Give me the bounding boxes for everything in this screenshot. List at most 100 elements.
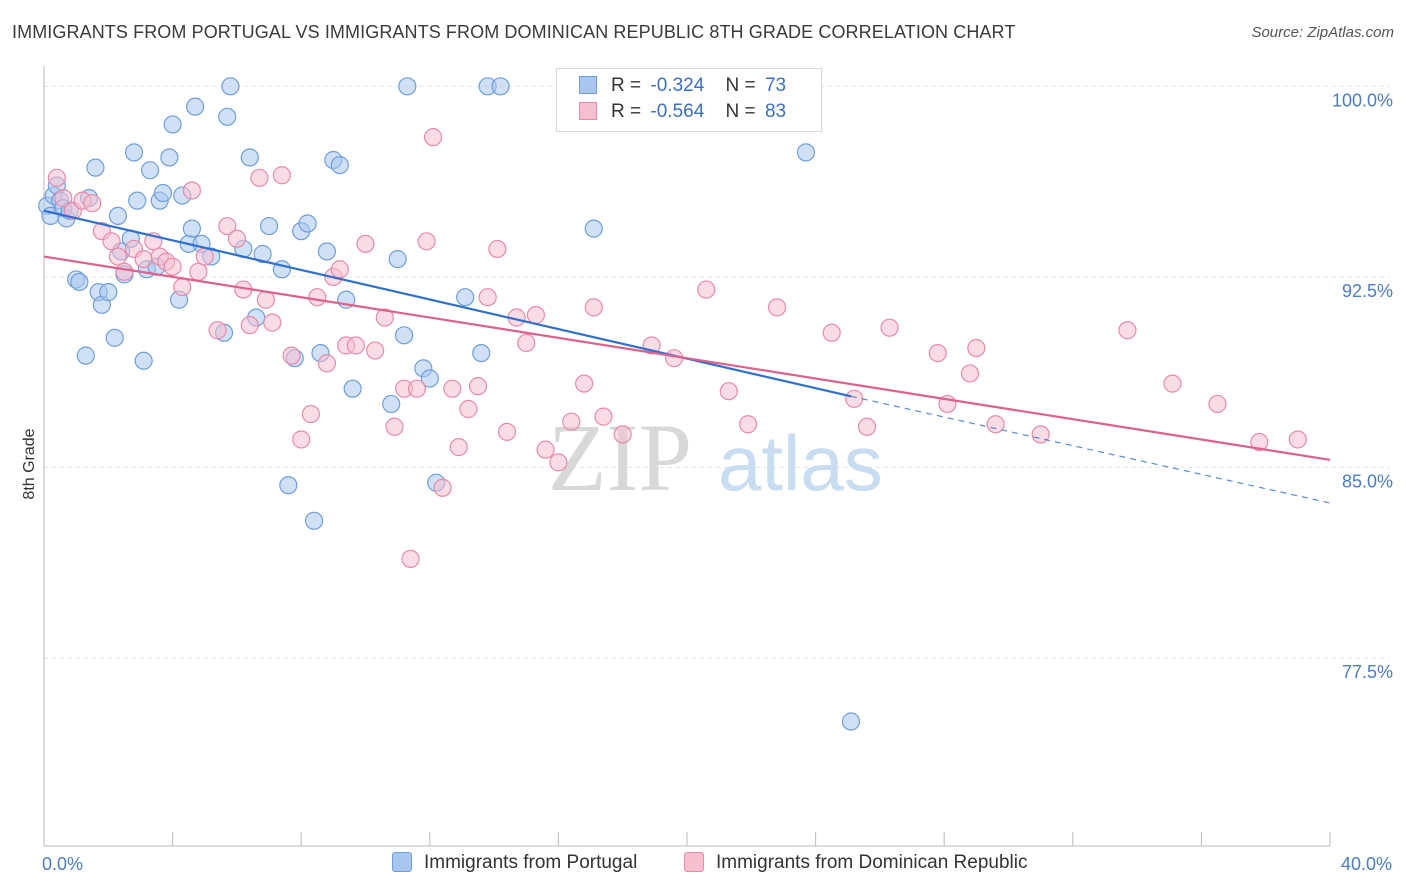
legend-swatch-blue — [579, 76, 597, 94]
point-portugal — [388, 249, 407, 269]
point-portugal — [86, 158, 105, 177]
point-dominican — [401, 549, 420, 568]
point-portugal — [394, 326, 414, 345]
point-dominican — [928, 344, 947, 363]
point-dominican — [385, 417, 404, 436]
point-portugal — [420, 369, 439, 388]
x-tick-label-min: 0.0% — [42, 854, 83, 874]
legend-item-dominican: Immigrants from Dominican Republic — [684, 852, 1028, 874]
point-dominican — [584, 298, 603, 317]
point-portugal — [134, 351, 153, 370]
y-tick-labels: 100.0% 92.5% 85.0% 77.5% — [1332, 90, 1393, 682]
point-portugal — [105, 328, 124, 347]
point-dominican — [536, 440, 555, 459]
legend-row-dominican: R = -0.564 N = 83 — [579, 101, 786, 127]
point-portugal — [99, 283, 118, 302]
point-dominican — [346, 336, 365, 355]
point-dominican — [517, 333, 536, 353]
trend-line-portugal — [43, 209, 852, 398]
point-portugal — [304, 511, 324, 530]
point-dominican — [1163, 374, 1182, 393]
point-dominican — [526, 305, 545, 325]
point-dominican — [108, 247, 128, 266]
point-dominican — [218, 216, 237, 236]
point-dominican — [1031, 425, 1050, 444]
point-dominican — [1250, 432, 1269, 452]
point-portugal — [128, 191, 147, 210]
point-dominican — [433, 478, 452, 497]
legend-n-label: N = — [725, 101, 756, 122]
y-tick-label: 77.5% — [1342, 662, 1393, 682]
point-dominican — [330, 260, 349, 279]
point-portugal — [240, 148, 259, 167]
point-dominican — [1288, 430, 1307, 449]
point-dominican — [449, 438, 468, 457]
legend-n-value: 73 — [764, 75, 787, 96]
point-dominican — [562, 412, 581, 431]
stats-legend: R = -0.324 N = 73 R = -0.564 N = 83 — [556, 68, 822, 132]
point-portugal — [472, 344, 491, 363]
point-dominican — [459, 399, 478, 419]
point-dominican — [250, 168, 269, 187]
point-portugal — [343, 379, 362, 398]
point-dominican — [697, 280, 716, 299]
point-dominican — [163, 257, 182, 276]
point-portugal — [153, 183, 173, 203]
point-portugal — [584, 219, 603, 238]
legend-r-value: -0.564 — [650, 101, 705, 122]
point-dominican — [1118, 321, 1137, 340]
point-dominican — [845, 389, 864, 408]
point-portugal — [398, 77, 417, 96]
point-portugal — [70, 272, 89, 292]
gridlines — [44, 85, 1390, 659]
point-portugal — [221, 77, 240, 96]
watermark: ZIP atlas — [548, 404, 883, 511]
point-dominican — [613, 425, 632, 444]
point-dominican — [880, 318, 899, 337]
point-portugal — [182, 219, 201, 238]
point-dominican — [594, 407, 613, 426]
point-dominican — [227, 229, 246, 248]
trend-line-portugal-extension — [850, 395, 1331, 504]
point-dominican — [272, 166, 292, 185]
point-dominican — [54, 189, 73, 208]
point-dominican — [301, 404, 320, 424]
point-portugal — [491, 77, 510, 96]
point-portugal — [76, 346, 95, 365]
point-portugal — [218, 107, 237, 126]
point-portugal — [253, 244, 272, 264]
point-dominican — [549, 453, 568, 472]
watermark-atlas: atlas — [718, 419, 883, 507]
point-dominican — [308, 288, 327, 307]
y-axis-title: 8th Grade — [21, 428, 38, 499]
point-dominican — [282, 346, 301, 365]
point-dominican — [375, 308, 394, 327]
point-dominican — [256, 290, 275, 309]
point-dominican — [738, 415, 758, 434]
point-dominican — [478, 288, 497, 307]
series-portugal-points — [38, 77, 861, 731]
point-dominican — [1208, 394, 1227, 414]
legend-r-label: R = — [611, 75, 642, 96]
point-dominican — [468, 377, 488, 396]
point-dominican — [115, 262, 134, 281]
point-portugal — [796, 143, 816, 162]
point-dominican — [822, 323, 841, 342]
point-portugal — [382, 394, 401, 414]
point-portugal — [160, 148, 179, 167]
point-dominican — [356, 234, 375, 253]
point-dominican — [189, 262, 208, 281]
legend-n-label: N = — [725, 75, 756, 96]
point-portugal — [841, 712, 861, 731]
point-portugal — [186, 97, 205, 116]
point-dominican — [857, 417, 877, 436]
point-portugal — [259, 216, 279, 236]
point-dominican — [263, 313, 282, 332]
point-dominican — [292, 430, 311, 449]
point-portugal — [163, 115, 182, 134]
point-portugal — [140, 161, 160, 180]
series-dominican-points — [47, 128, 1307, 568]
chart-title: IMMIGRANTS FROM PORTUGAL VS IMMIGRANTS F… — [12, 22, 1016, 42]
legend-row-portugal: R = -0.324 N = 73 — [579, 75, 786, 101]
legend-swatch-pink — [579, 102, 597, 120]
